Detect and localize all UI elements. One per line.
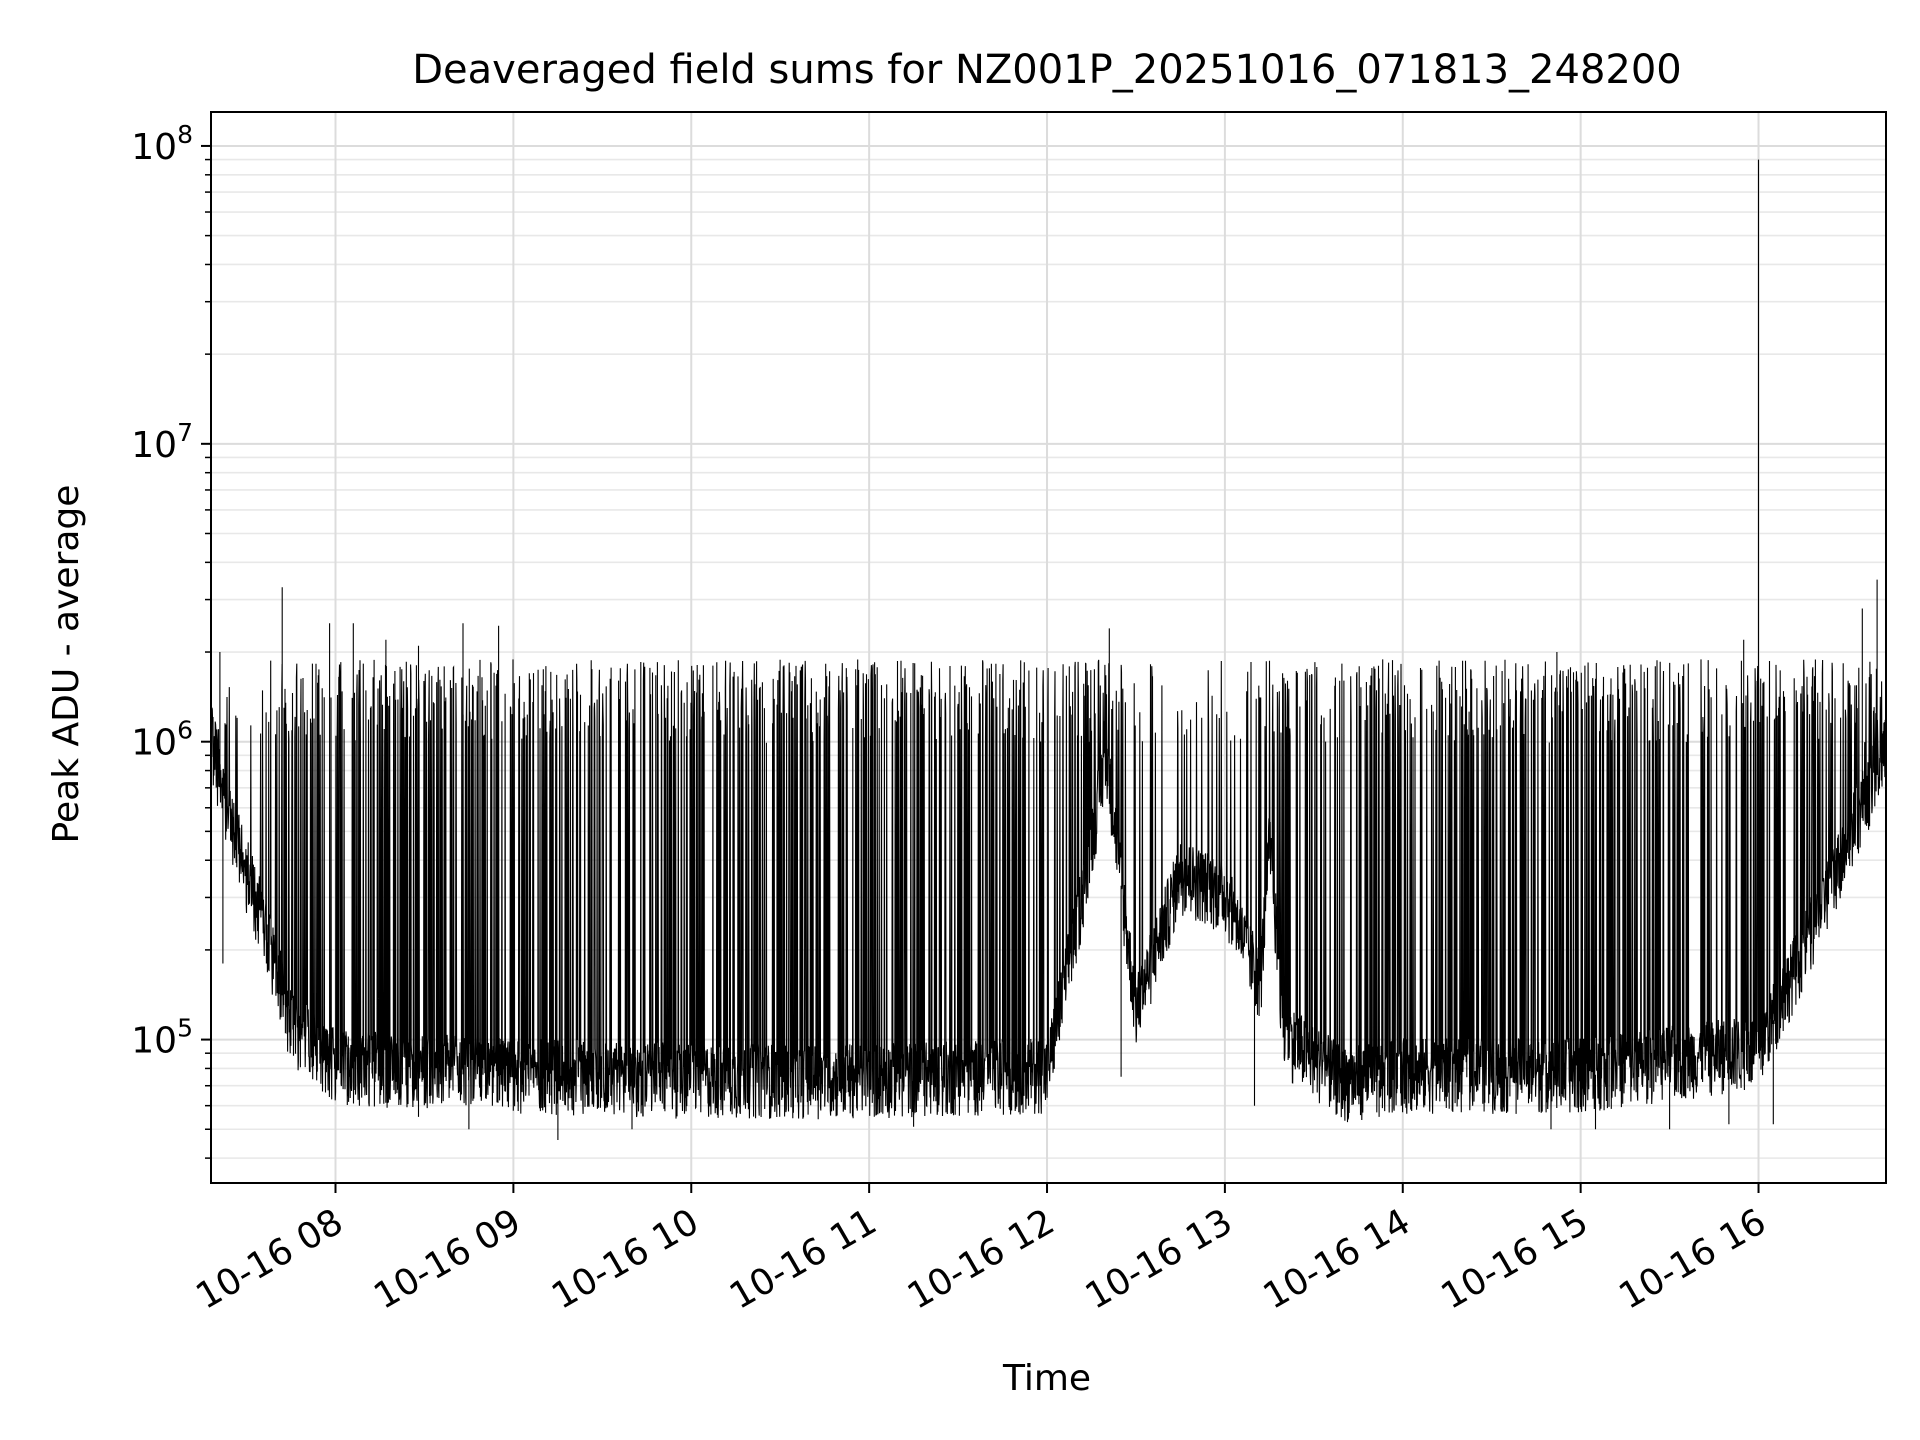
x-tick-label: 10-16 10 — [545, 1201, 706, 1317]
chart-title: Deaveraged field sums for NZ001P_2025101… — [412, 47, 1682, 93]
x-axis-label: Time — [1002, 1358, 1091, 1399]
x-tick-label: 10-16 13 — [1079, 1201, 1240, 1317]
y-tick-exponent: 5 — [177, 1014, 193, 1043]
y-tick-base: 10 — [131, 1021, 177, 1062]
x-tick-label: 10-16 08 — [189, 1201, 350, 1317]
y-tick-base: 10 — [131, 127, 177, 168]
x-axis: 10-16 08 10-16 09 10-16 10 10-16 11 10-16 12… — [189, 1183, 1773, 1318]
x-tick-label: 10-16 11 — [723, 1201, 884, 1317]
y-tick-base: 10 — [131, 723, 177, 764]
x-tick-label: 10-16 09 — [367, 1201, 528, 1317]
x-tick-label: 10-16 15 — [1434, 1201, 1595, 1317]
plot-frame — [210, 111, 1887, 1184]
y-tick-label: 107 — [131, 418, 193, 466]
x-tick-label: 10-16 14 — [1257, 1201, 1418, 1317]
y-tick-exponent: 8 — [177, 120, 193, 149]
y-tick-base: 10 — [131, 425, 177, 466]
x-tick-label: 10-16 16 — [1612, 1201, 1773, 1317]
y-tick-label: 105 — [131, 1014, 193, 1062]
series-line-group — [211, 159, 1886, 1140]
y-tick-exponent: 7 — [177, 418, 193, 447]
series-line — [211, 159, 1886, 1140]
x-tick-label: 10-16 12 — [901, 1201, 1062, 1317]
y-axis-label: Peak ADU - average — [46, 485, 87, 844]
y-tick-exponent: 6 — [177, 716, 193, 745]
y-tick-label: 108 — [131, 120, 193, 168]
y-tick-label: 106 — [131, 716, 193, 764]
